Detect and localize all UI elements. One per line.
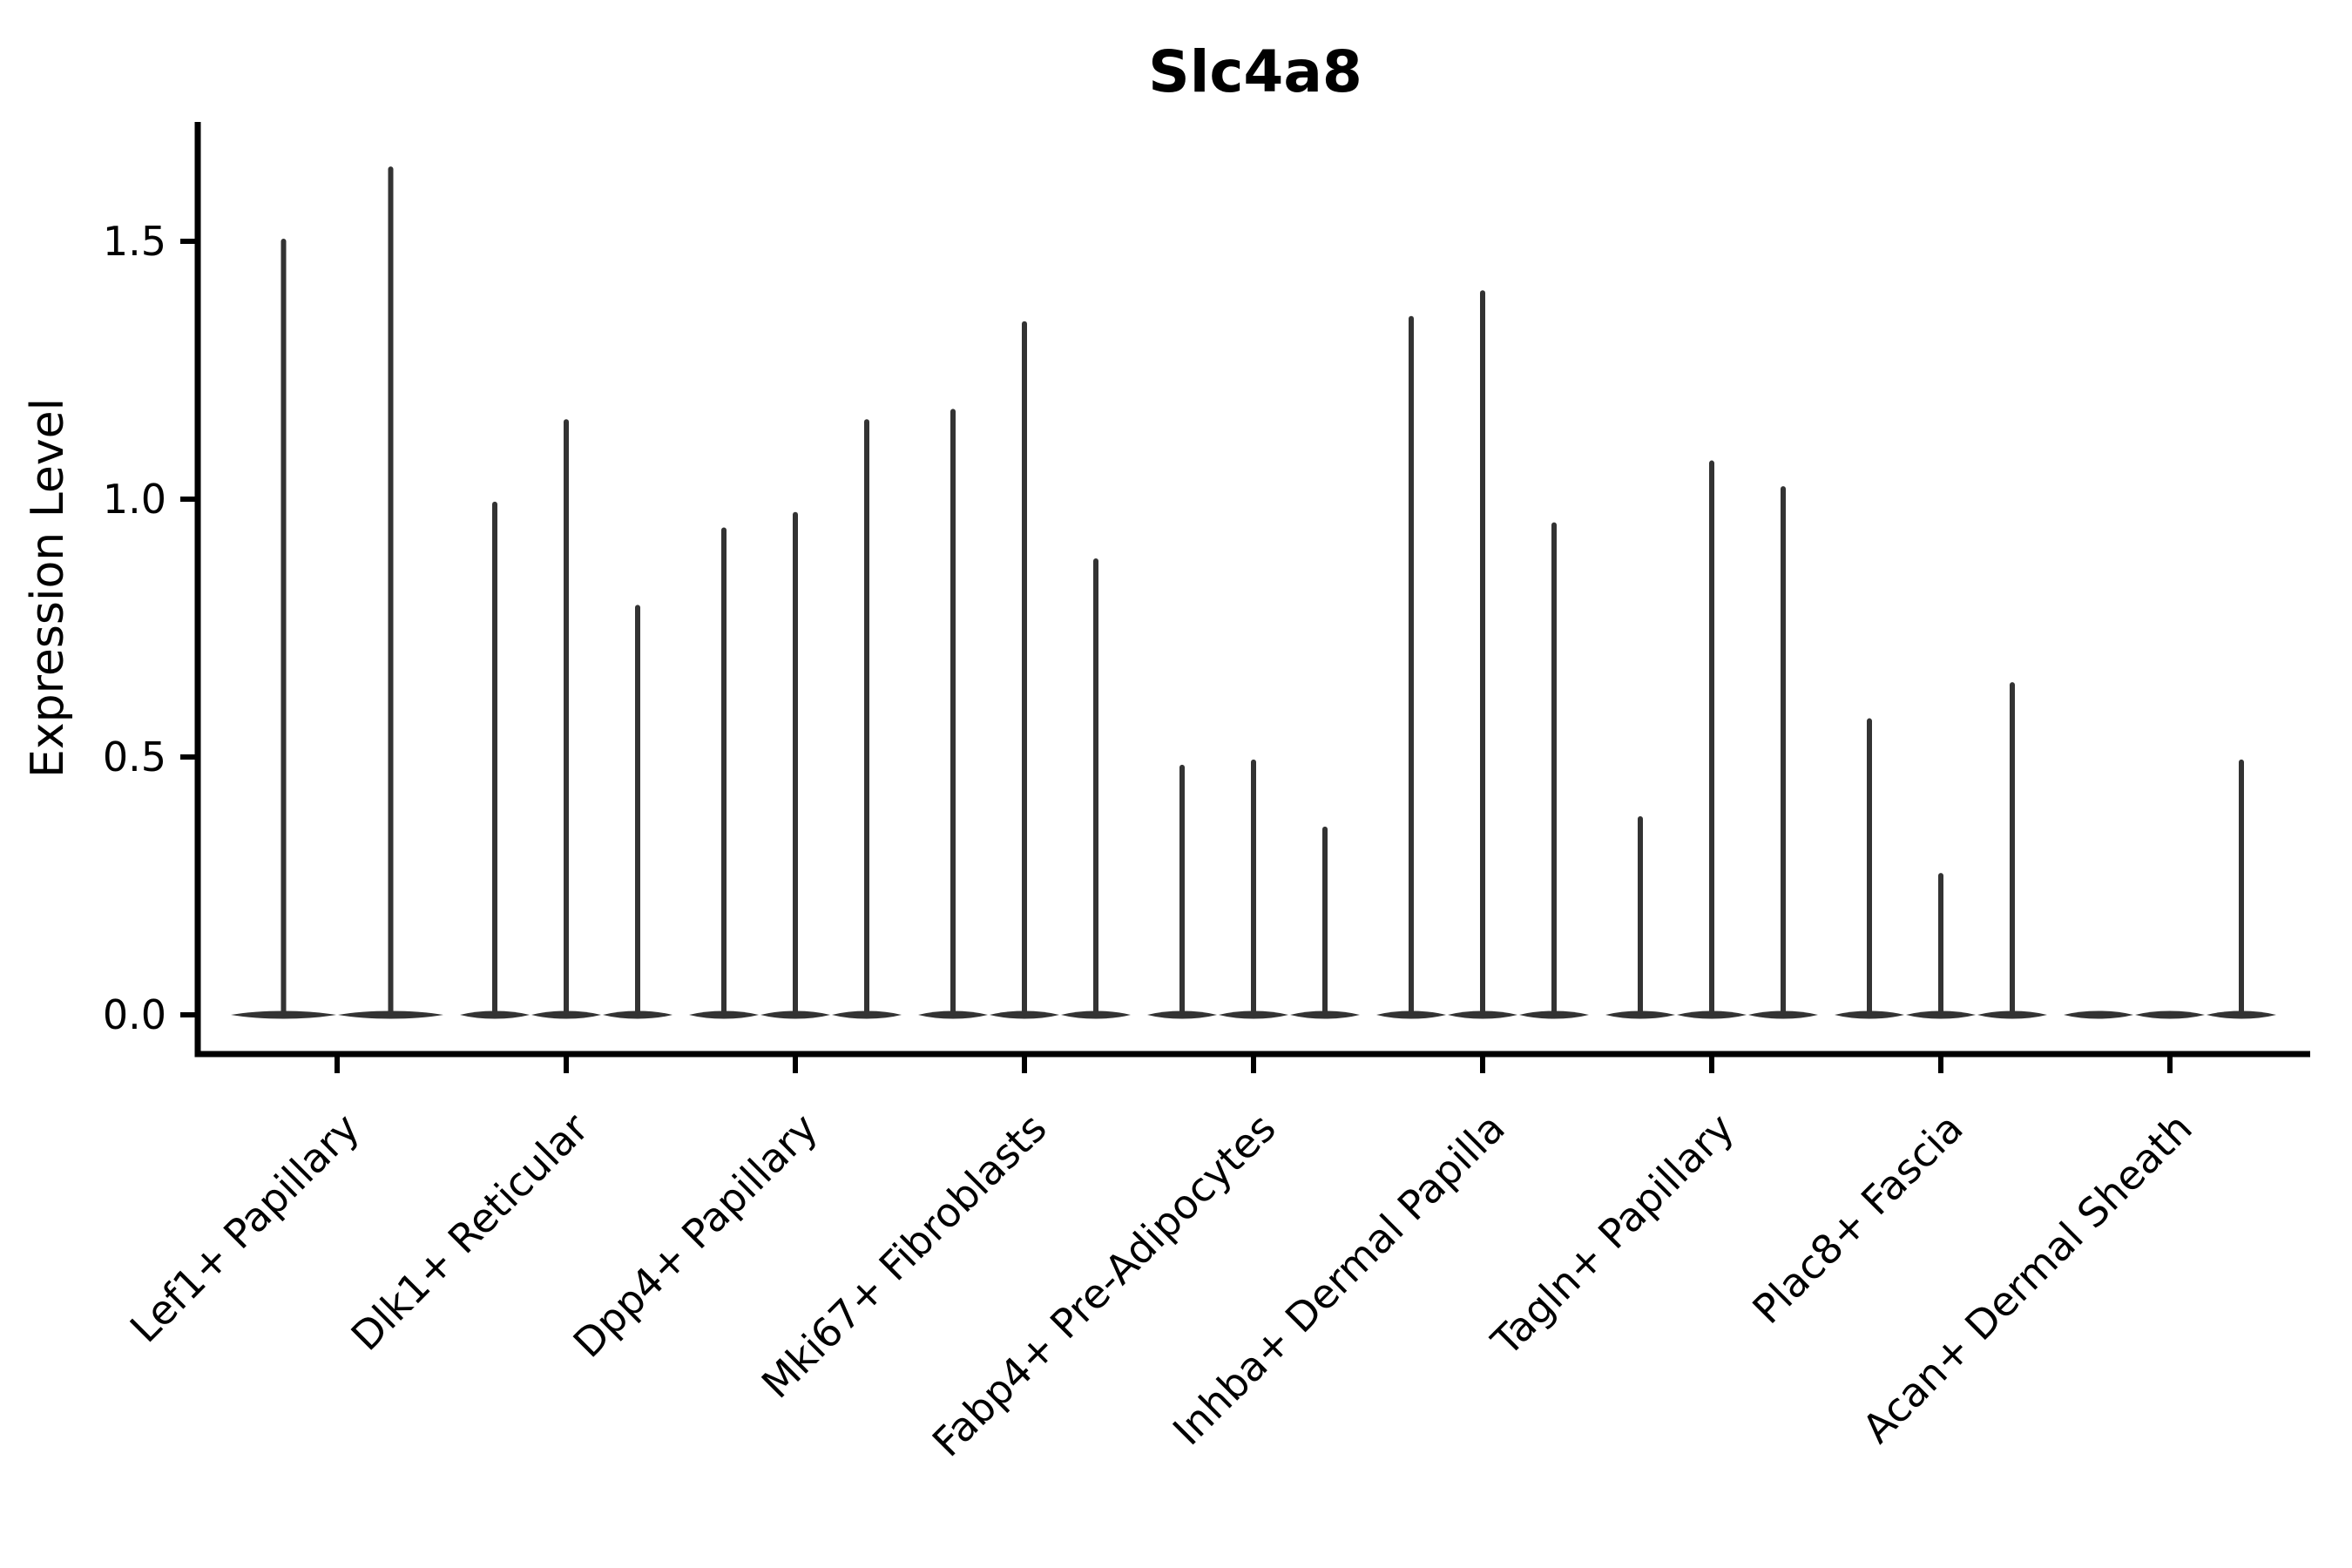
y-tick-label: 0.0 (103, 991, 166, 1038)
y-axis-label: Expression Level (22, 398, 74, 778)
y-tick-label: 1.5 (103, 218, 166, 265)
x-tick-label: Dlk1+ Reticular (342, 1105, 598, 1360)
x-tick-label: Tagln+ Papillary (1482, 1105, 1743, 1366)
violins-layer (231, 166, 2276, 1019)
violin-body (2135, 1010, 2205, 1019)
violin-body (2064, 1010, 2133, 1019)
plot-title: Slc4a8 (1148, 38, 1362, 105)
x-tick-label: Lef1+ Papillary (121, 1105, 368, 1352)
y-tick-label: 0.5 (103, 733, 166, 781)
x-tick-label: Dpp4+ Papillary (564, 1105, 827, 1367)
y-tick-label: 1.0 (103, 476, 166, 523)
axes-layer: 0.0 0.5 1.0 1.5 (103, 122, 2310, 1073)
x-tick-label: Plac8+ Fascia (1743, 1105, 1971, 1333)
